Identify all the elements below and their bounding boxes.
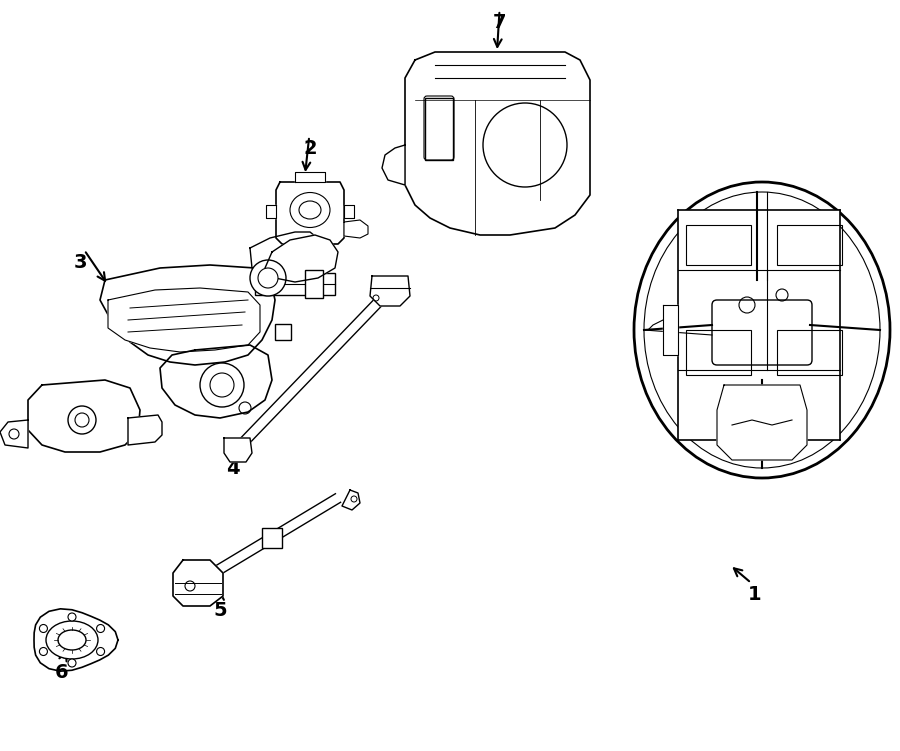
Polygon shape bbox=[34, 609, 118, 671]
Bar bbox=[274, 324, 291, 340]
Polygon shape bbox=[0, 420, 28, 448]
Text: 4: 4 bbox=[226, 459, 239, 478]
Circle shape bbox=[75, 413, 89, 427]
Bar bbox=[686, 225, 751, 265]
Polygon shape bbox=[160, 345, 272, 418]
Polygon shape bbox=[295, 172, 325, 182]
Polygon shape bbox=[370, 276, 410, 306]
Circle shape bbox=[258, 268, 278, 288]
Polygon shape bbox=[717, 385, 807, 460]
Bar bbox=[777, 330, 842, 375]
Polygon shape bbox=[276, 182, 344, 244]
Ellipse shape bbox=[58, 630, 86, 650]
Bar bbox=[305, 270, 323, 298]
Circle shape bbox=[68, 613, 76, 621]
Polygon shape bbox=[405, 52, 590, 235]
Polygon shape bbox=[28, 380, 140, 452]
Bar bbox=[678, 210, 840, 440]
Text: 1: 1 bbox=[748, 586, 761, 605]
Bar bbox=[686, 330, 751, 375]
Bar bbox=[255, 273, 335, 295]
Text: 3: 3 bbox=[73, 252, 86, 272]
Circle shape bbox=[250, 260, 286, 296]
Circle shape bbox=[200, 363, 244, 407]
Polygon shape bbox=[128, 415, 162, 445]
Text: 6: 6 bbox=[55, 662, 68, 681]
Polygon shape bbox=[173, 560, 223, 606]
Polygon shape bbox=[382, 145, 405, 185]
Ellipse shape bbox=[46, 621, 98, 659]
Circle shape bbox=[40, 647, 48, 656]
Bar bbox=[425, 98, 453, 160]
Circle shape bbox=[68, 659, 76, 667]
Polygon shape bbox=[663, 305, 678, 355]
Polygon shape bbox=[250, 232, 320, 272]
Polygon shape bbox=[344, 220, 368, 238]
Bar bbox=[777, 225, 842, 265]
Text: 7: 7 bbox=[493, 13, 507, 32]
Polygon shape bbox=[224, 438, 252, 462]
Text: 5: 5 bbox=[213, 601, 227, 620]
Circle shape bbox=[40, 625, 48, 632]
Polygon shape bbox=[265, 235, 338, 282]
Ellipse shape bbox=[299, 201, 321, 219]
Polygon shape bbox=[100, 265, 275, 365]
Circle shape bbox=[483, 103, 567, 187]
Bar bbox=[262, 528, 282, 548]
Ellipse shape bbox=[290, 192, 330, 228]
Polygon shape bbox=[234, 287, 393, 451]
Circle shape bbox=[96, 625, 104, 632]
Text: 2: 2 bbox=[303, 138, 317, 158]
Circle shape bbox=[96, 647, 104, 656]
Polygon shape bbox=[266, 205, 276, 218]
Circle shape bbox=[210, 373, 234, 397]
Polygon shape bbox=[108, 288, 260, 352]
Polygon shape bbox=[344, 205, 354, 218]
Circle shape bbox=[68, 406, 96, 434]
Polygon shape bbox=[342, 490, 360, 510]
Polygon shape bbox=[202, 493, 340, 582]
